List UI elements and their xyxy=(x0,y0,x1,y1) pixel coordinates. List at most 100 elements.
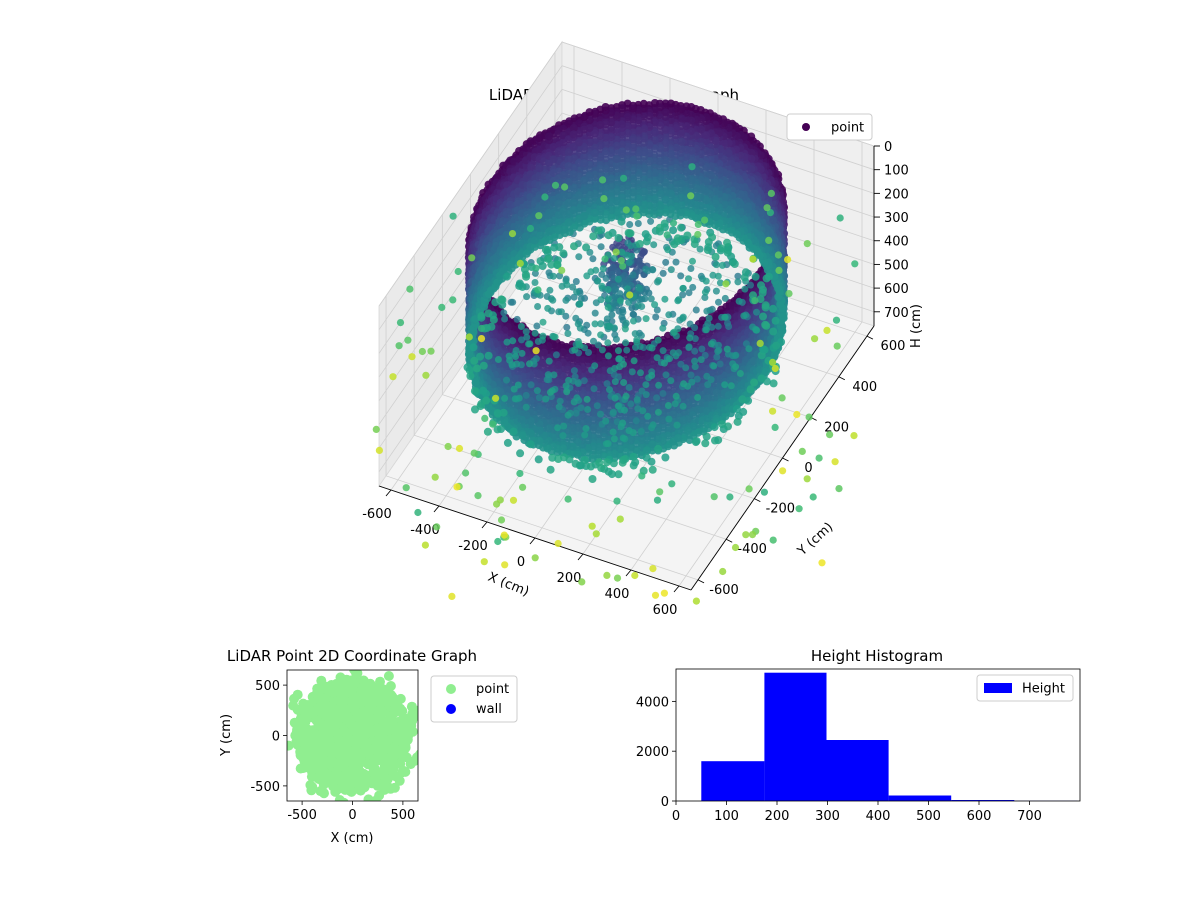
point-3d xyxy=(811,335,819,343)
point-3d xyxy=(637,369,644,377)
point-3d xyxy=(620,379,628,386)
point-3d xyxy=(679,402,687,410)
x-tick xyxy=(433,505,440,513)
point-3d xyxy=(474,492,482,500)
point-3d xyxy=(481,414,489,422)
point-3d xyxy=(642,381,650,389)
point-3d xyxy=(533,322,541,330)
point-3d xyxy=(554,539,562,548)
point-3d xyxy=(604,440,612,448)
x-tick xyxy=(385,489,392,497)
point-3d xyxy=(580,377,588,385)
x-tick-label: 400 xyxy=(605,587,630,602)
h-tick-label: 0 xyxy=(884,140,892,155)
point-3d xyxy=(611,394,619,402)
point-3d xyxy=(519,483,527,491)
point-3d xyxy=(531,329,539,337)
point-3d xyxy=(497,516,506,524)
point-3d xyxy=(470,387,479,396)
grid-line-x xyxy=(630,126,815,571)
grid-line-y xyxy=(413,255,727,540)
point-3d xyxy=(622,392,630,400)
point-3d xyxy=(669,349,677,357)
point-3d xyxy=(535,394,543,402)
point-3d xyxy=(702,277,710,285)
point-3d xyxy=(621,325,629,333)
point-3d xyxy=(654,444,663,453)
point-3d xyxy=(703,372,711,380)
point-3d xyxy=(762,274,771,283)
point-3d xyxy=(483,427,492,436)
point-3d xyxy=(659,324,667,332)
x-tick-label: -400 xyxy=(410,523,440,538)
point-3d xyxy=(653,394,661,402)
point-3d xyxy=(614,275,622,283)
point-3d xyxy=(651,591,660,599)
point-3d xyxy=(626,436,635,445)
point-3d xyxy=(653,354,661,362)
point-3d xyxy=(582,425,590,432)
point-3d xyxy=(667,266,675,274)
x-tick xyxy=(529,537,536,545)
point-3d xyxy=(701,288,709,296)
point-3d xyxy=(597,331,605,339)
point-3d xyxy=(625,298,633,306)
point-3d xyxy=(659,390,667,397)
point-3d xyxy=(604,286,612,293)
point-3d xyxy=(539,332,547,340)
point-3d xyxy=(588,522,596,530)
point-3d xyxy=(757,281,765,290)
point-3d xyxy=(732,351,740,359)
point-3d xyxy=(507,298,515,306)
point-3d xyxy=(598,271,606,278)
point-3d xyxy=(832,316,841,324)
point-3d xyxy=(714,272,722,280)
point-3d xyxy=(551,333,559,341)
point-3d xyxy=(555,403,563,411)
point-3d xyxy=(798,447,806,455)
point-3d xyxy=(613,574,622,582)
point-3d xyxy=(591,362,599,370)
y-tick-label: 600 xyxy=(881,339,906,354)
point-3d xyxy=(673,421,681,429)
point-3d xyxy=(479,361,488,370)
grid-line-h xyxy=(378,41,875,307)
point-3d xyxy=(578,578,586,586)
point-3d xyxy=(833,342,841,350)
point-3d xyxy=(659,269,667,277)
point-3d xyxy=(731,543,740,552)
point-3d xyxy=(631,571,639,580)
point-3d xyxy=(482,396,491,405)
point-3d xyxy=(689,411,697,420)
point-3d xyxy=(679,284,687,292)
point-3d xyxy=(633,396,641,404)
point-3d xyxy=(414,508,422,517)
point-3d xyxy=(741,268,750,277)
point-3d xyxy=(421,541,429,549)
point-3d xyxy=(500,531,508,539)
point-3d xyxy=(751,272,760,281)
point-3d xyxy=(712,287,720,295)
y-tick xyxy=(838,376,846,381)
point-3d xyxy=(372,425,380,433)
point-3d xyxy=(590,337,597,345)
point-3d xyxy=(619,419,627,427)
point-3d xyxy=(644,412,652,420)
point-3d xyxy=(718,261,726,269)
point-3d xyxy=(750,378,759,387)
point-3d xyxy=(669,363,678,372)
point-3d xyxy=(615,347,622,355)
y-tick-label: -200 xyxy=(766,502,796,517)
point-3d xyxy=(564,411,572,419)
x-tick xyxy=(481,521,488,529)
point-3d xyxy=(433,523,441,531)
point-3d xyxy=(630,357,638,365)
point-3d xyxy=(751,297,759,305)
point-3d xyxy=(741,285,749,293)
point-3d xyxy=(602,417,610,425)
point-3d xyxy=(785,290,793,298)
point-3d xyxy=(615,355,623,363)
point-3d xyxy=(633,338,641,346)
point-3d xyxy=(745,345,753,353)
point-3d xyxy=(603,380,611,388)
